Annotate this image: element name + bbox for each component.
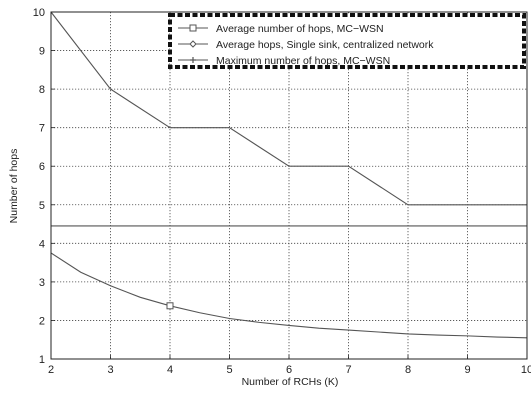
y-tick-label: 9: [39, 46, 45, 58]
y-tick-label: 6: [39, 161, 45, 173]
x-tick-label: 9: [464, 364, 470, 376]
y-tick-label: 7: [39, 123, 45, 135]
y-tick-label: 2: [39, 315, 45, 327]
x-tick-label: 5: [226, 364, 232, 376]
legend-marker: [190, 57, 196, 63]
legend-box: [168, 13, 526, 69]
y-tick-label: 10: [33, 7, 45, 19]
x-tick-label: 3: [107, 364, 113, 376]
y-tick-label: 4: [39, 238, 45, 250]
legend-marker: [189, 40, 197, 48]
legend-entry-label: Maximum number of hops, MC−WSN: [216, 55, 390, 67]
y-tick-label: 1: [39, 354, 45, 366]
legend-entry-label: Average number of hops, MC−WSN: [216, 23, 384, 35]
x-tick-label: 8: [405, 364, 411, 376]
series-max-hops-mc-wsn-line: [50, 11, 527, 206]
series-avg-hops-mc-wsn-line: [50, 252, 528, 339]
x-axis-title: Number of RCHs (K): [242, 376, 339, 388]
y-tick-label: 3: [39, 277, 45, 289]
series-avg-hops-mc-wsn-marker: [166, 302, 174, 310]
y-tick-label: 8: [39, 84, 45, 96]
x-tick-label: 10: [521, 364, 531, 376]
x-tick-label: 4: [167, 364, 173, 376]
legend-marker: [189, 24, 197, 32]
plot-series: [50, 11, 528, 339]
y-axis-title: Number of hops: [8, 149, 20, 224]
x-tick-label: 7: [345, 364, 351, 376]
x-tick-label: 2: [48, 364, 54, 376]
legend-entry-label: Average hops, Single sink, centralized n…: [216, 39, 434, 51]
y-tick-label: 5: [39, 200, 45, 212]
x-tick-label: 6: [286, 364, 292, 376]
legend: Average number of hops, MC−WSN Average ho…: [168, 13, 526, 69]
